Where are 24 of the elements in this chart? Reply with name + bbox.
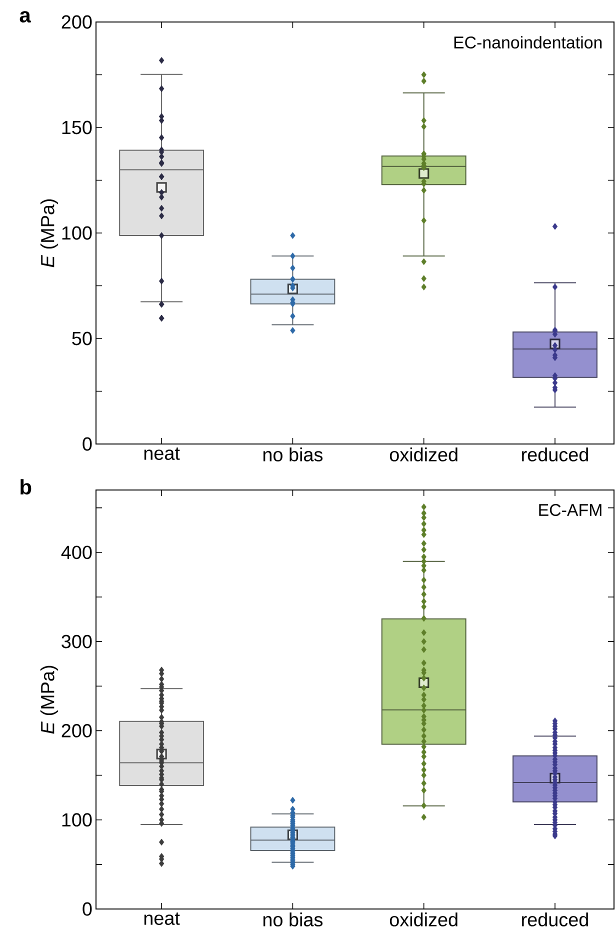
x-tick-label: oxidized xyxy=(390,912,458,926)
chart-title: a xyxy=(20,11,31,23)
y-tick-label: 100 xyxy=(62,226,92,240)
x-tick-label: oxidized xyxy=(390,448,458,462)
chart-title: b xyxy=(20,479,32,495)
y-tick-label: 0 xyxy=(82,437,92,451)
y-axis-title: E (MPa) xyxy=(40,199,58,268)
annotation: EC-AFM xyxy=(539,504,602,516)
x-tick-label: neat xyxy=(144,912,180,925)
y-tick-label: 200 xyxy=(62,15,92,29)
x-tick-label: no bias xyxy=(263,912,323,926)
y-tick-label: 400 xyxy=(61,546,92,560)
annotation: EC-nanoindentation xyxy=(454,36,602,48)
y-tick-label: 200 xyxy=(62,724,92,738)
x-tick-label: neat xyxy=(144,448,180,460)
y-tick-label: 150 xyxy=(62,120,92,134)
y-tick-label: 50 xyxy=(72,332,92,346)
x-tick-label: reduced xyxy=(522,448,588,462)
y-tick-label: 100 xyxy=(62,813,92,827)
y-tick-label: 300 xyxy=(62,634,92,648)
y-axis-title: E (MPa) xyxy=(40,666,58,734)
y-tick-label: 0 xyxy=(82,902,92,916)
x-tick-label: reduced xyxy=(522,912,588,926)
x-tick-label: no bias xyxy=(263,448,323,462)
